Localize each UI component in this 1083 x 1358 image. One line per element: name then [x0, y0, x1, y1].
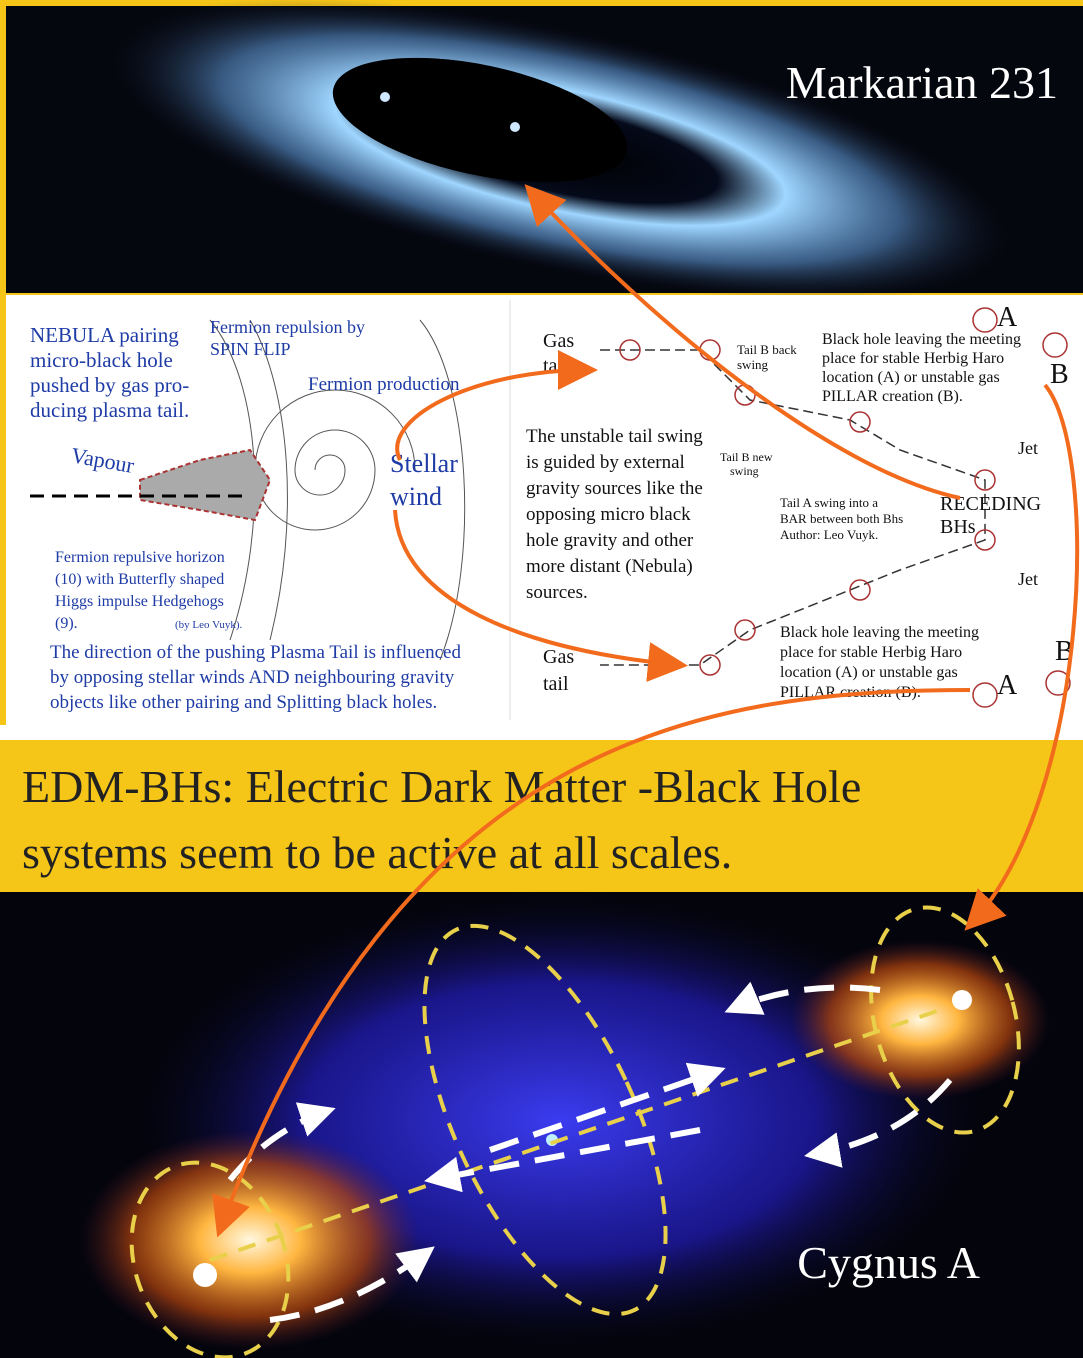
panel-label: Markarian 231 — [786, 57, 1058, 108]
text-line: swing — [737, 357, 769, 372]
hotspot — [790, 940, 1050, 1100]
label: A — [997, 670, 1018, 701]
text-line: swing — [730, 464, 759, 478]
hotspot — [80, 1130, 420, 1350]
intro-text: NEBULA pairing micro-black hole pushed b… — [30, 323, 189, 422]
core — [193, 1263, 217, 1287]
text-line: hole gravity and other — [526, 530, 694, 551]
text-line: (9). — [55, 615, 78, 632]
text-line: location (A) or unstable gas — [822, 369, 1000, 386]
text-line: is guided by external — [526, 452, 685, 473]
label: A — [997, 302, 1018, 333]
banner-line: EDM-BHs: Electric Dark Matter -Black Hol… — [22, 761, 861, 812]
text-line: The direction of the pushing Plasma Tail… — [50, 642, 461, 663]
text-line: place for stable Herbig Haro — [780, 644, 962, 661]
text-line: pushed by gas pro- — [30, 373, 189, 397]
black-hole — [510, 122, 520, 132]
banner-line: systems seem to be active at all scales. — [22, 827, 732, 878]
text-line: The unstable tail swing — [526, 426, 703, 447]
text-line: (10) with Butterfly shaped — [55, 571, 224, 588]
text-line: Author: Leo Vuyk. — [780, 527, 878, 542]
text-line: Higgs impulse Hedgehogs — [55, 593, 224, 610]
text-line: Tail B back — [737, 342, 797, 357]
text-line: micro-black hole — [30, 348, 173, 372]
black-hole — [380, 92, 390, 102]
core — [952, 990, 972, 1010]
label: Fermion production — [308, 374, 460, 395]
text-line: BAR between both Bhs — [780, 511, 903, 526]
text-line: NEBULA pairing — [30, 323, 179, 347]
text-line: Black hole leaving the meeting — [780, 624, 979, 641]
text-line: opposing micro black — [526, 504, 691, 525]
text-line: SPIN FLIP — [210, 339, 291, 359]
text-line: by opposing stellar winds AND neighbouri… — [50, 667, 455, 688]
left-border — [0, 295, 6, 725]
text-line: ducing plasma tail. — [30, 398, 189, 422]
text-line: Tail A swing into a — [780, 495, 878, 510]
text-line: Tail B new — [720, 450, 773, 464]
text-line: PILLAR creation (B). — [822, 388, 963, 405]
label: Jet — [1018, 438, 1038, 458]
author: (by Leo Vuyk). — [175, 619, 243, 631]
label: wind — [390, 482, 442, 511]
label: B — [1050, 359, 1069, 390]
composite: Markarian 231 NEBULA pairing micro-black… — [0, 0, 1083, 1358]
panel-label: Cygnus A — [797, 1237, 980, 1288]
text-line: Fermion repulsion by — [210, 317, 365, 337]
text-line: Black hole leaving the meeting — [822, 331, 1021, 348]
label: Stellar — [390, 449, 458, 478]
text-line: place for stable Herbig Haro — [822, 350, 1004, 367]
label: BHs — [940, 516, 976, 538]
text-line: Fermion repulsive horizon — [55, 549, 225, 566]
text-line: more distant (Nebula) — [526, 556, 693, 577]
label: Jet — [1018, 569, 1038, 589]
text-line: objects like other pairing and Splitting… — [50, 692, 437, 713]
text-line: Gas — [543, 330, 574, 352]
text-line: location (A) or unstable gas — [780, 664, 958, 681]
text-line: sources. — [526, 582, 588, 603]
text-line: tail — [543, 673, 569, 695]
text-line: gravity sources like the — [526, 478, 703, 499]
